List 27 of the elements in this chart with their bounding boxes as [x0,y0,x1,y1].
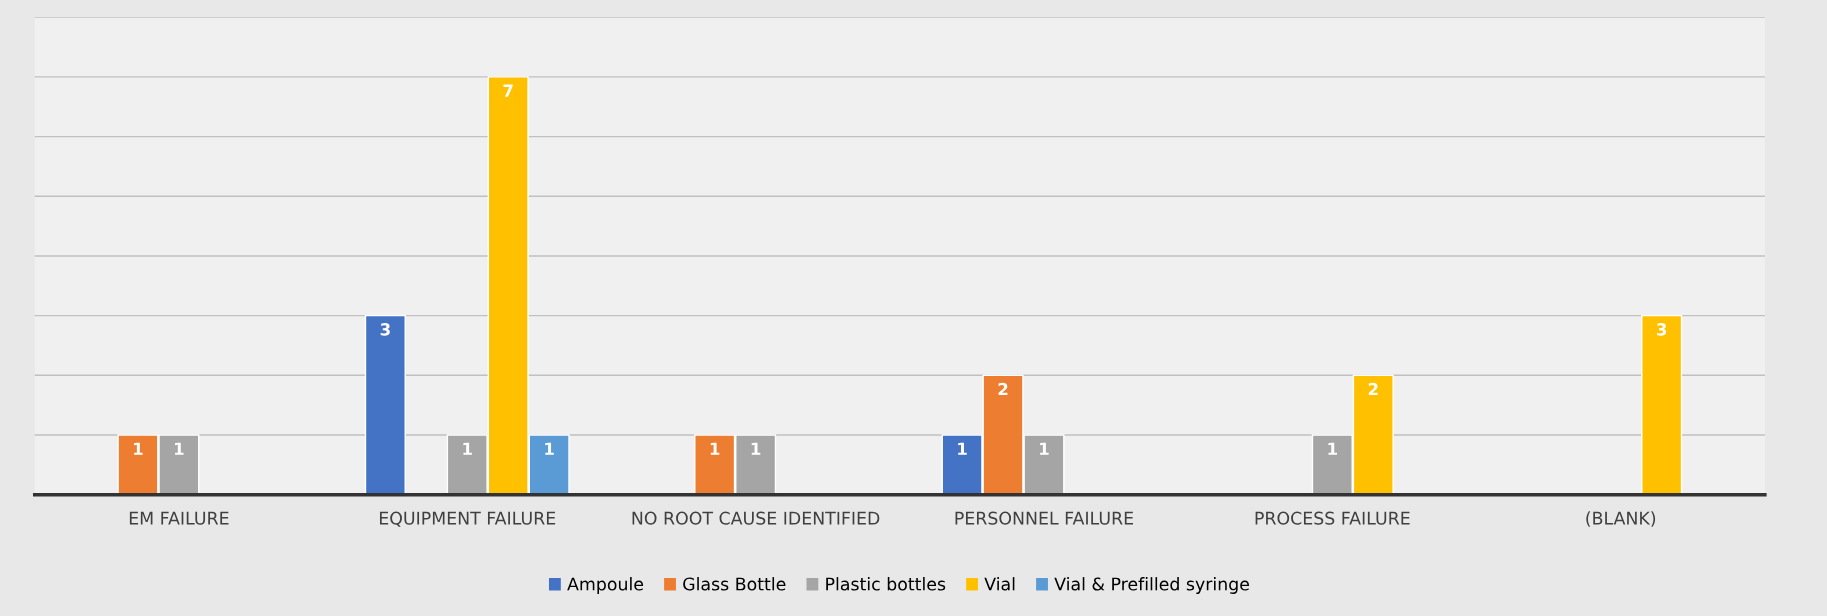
legend-label: Vial & Prefilled syringe [1054,577,1249,594]
data-label: 1 [710,442,720,455]
data-label: 1 [545,442,554,455]
x-tick-label: EM FAILURE [129,511,229,525]
data-label: 2 [998,382,1008,396]
bar [1641,314,1683,495]
x-tick-label: NO ROOT CAUSE IDENTIFIED [632,511,880,525]
data-label: 1 [1040,442,1049,455]
data-label: 1 [134,442,143,455]
data-label: 3 [380,323,390,336]
data-label: 1 [751,442,761,455]
x-tick-label: (BLANK) [1586,511,1656,527]
data-label: 3 [1656,323,1667,336]
data-label: 1 [1328,442,1337,455]
x-tick-label: PERSONNEL FAILURE [955,511,1133,525]
legend-label: Vial [984,577,1015,591]
data-label: 7 [503,84,513,97]
legend-label: Glass Bottle [683,577,786,591]
data-label: 1 [174,442,184,455]
data-label: 1 [958,442,967,455]
x-tick-label: EQUIPMENT FAILURE [379,511,556,527]
data-label: 1 [463,442,472,455]
data-label: 2 [1368,382,1378,396]
x-tick-label: PROCESS FAILURE [1255,511,1410,525]
legend-label: Plastic bottles [826,577,946,591]
bar [364,314,406,495]
legend-label: Ampoule [567,577,644,594]
